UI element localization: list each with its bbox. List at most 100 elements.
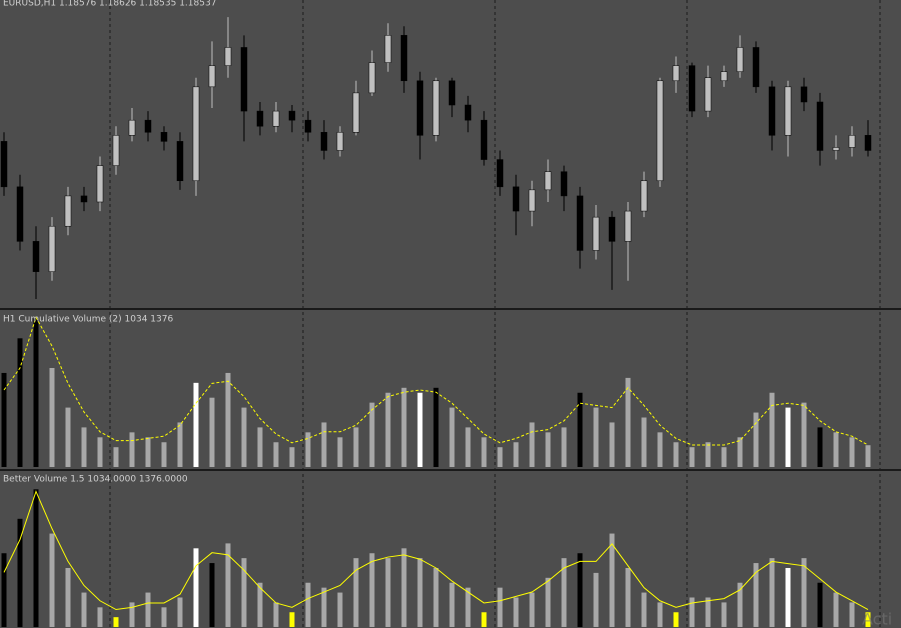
candle-body <box>144 119 152 133</box>
volume-bar <box>289 447 295 467</box>
volume-bar <box>1 553 7 627</box>
candle-body <box>768 86 776 136</box>
volume-bar <box>17 518 23 627</box>
candle-body <box>48 225 56 272</box>
candle-body <box>432 80 440 136</box>
candle-body <box>640 180 648 212</box>
volume-bar <box>193 382 199 467</box>
volume-bar <box>785 567 791 627</box>
volume-bar <box>673 612 679 627</box>
volume-bar <box>657 432 663 467</box>
volume-bar <box>721 447 727 467</box>
candle-body <box>448 80 456 106</box>
volume-bar <box>273 442 279 467</box>
volume-bar <box>529 422 535 467</box>
volume-bar <box>769 558 775 627</box>
volume-bar <box>241 558 247 627</box>
candle-body <box>240 47 248 112</box>
volume-bar <box>449 407 455 467</box>
volume-bar <box>433 567 439 627</box>
volume-bar <box>177 597 183 627</box>
volume-bar <box>1 372 7 467</box>
candle-body <box>576 195 584 251</box>
volume-bar <box>113 447 119 467</box>
volume-bar <box>33 318 39 467</box>
volume-bar <box>385 558 391 627</box>
volume-bar <box>689 597 695 627</box>
volume-bar <box>465 587 471 627</box>
volume-bar <box>417 392 423 467</box>
volume-bar <box>113 617 119 627</box>
volume-bar <box>337 592 343 627</box>
volume-bar <box>625 567 631 627</box>
candle-body <box>112 135 120 166</box>
volume-bar <box>561 427 567 467</box>
volume-bar <box>129 602 135 627</box>
volume-bar <box>865 612 871 627</box>
candle-body <box>368 62 376 94</box>
volume-bar <box>49 533 55 627</box>
volume-bar <box>321 587 327 627</box>
volume-bar <box>65 567 71 627</box>
candle-body <box>528 189 536 212</box>
volume-bar <box>481 437 487 467</box>
volume-bar <box>641 592 647 627</box>
volume-bar <box>209 563 215 627</box>
panel-title: EURUSD,H1 1.18576 1.18626 1.18535 1.1853… <box>3 0 216 9</box>
volume-bar <box>81 592 87 627</box>
candle-body <box>480 119 488 160</box>
volume-bar <box>513 442 519 467</box>
candle-body <box>496 159 504 188</box>
candle-body <box>624 210 632 242</box>
candle-body <box>400 35 408 82</box>
candle-body <box>720 71 728 82</box>
candle-body <box>352 92 360 133</box>
volume-bar <box>465 427 471 467</box>
volume-bar <box>849 437 855 467</box>
volume-bar <box>97 437 103 467</box>
volume-bar <box>737 437 743 467</box>
volume-bar <box>369 402 375 467</box>
candle-body <box>128 119 136 136</box>
volume-bar <box>705 597 711 627</box>
volume-bar <box>161 607 167 627</box>
volume-bar <box>593 572 599 627</box>
volume-bar <box>369 553 375 627</box>
candle-body <box>64 195 72 227</box>
volume-bar <box>433 387 439 467</box>
candle-body <box>608 216 616 242</box>
volume-bar <box>81 427 87 467</box>
candle-body <box>864 135 872 151</box>
volume-bar <box>737 582 743 627</box>
volume-average-line <box>3 316 869 446</box>
volume-bar <box>145 592 151 627</box>
volume-bar <box>97 607 103 627</box>
volume-bar <box>609 533 615 627</box>
candle-body <box>752 47 760 88</box>
candle-body <box>512 186 520 212</box>
volume-bar <box>417 558 423 627</box>
volume-bar <box>129 432 135 467</box>
volume-bar <box>545 577 551 627</box>
candle-body <box>384 35 392 63</box>
candle-body <box>704 77 712 112</box>
volume-bar <box>801 402 807 467</box>
panel-title: Better Volume 1.5 1034.0000 1376.0000 <box>3 475 188 485</box>
volume-bar <box>657 602 663 627</box>
volume-bar <box>641 417 647 467</box>
volume-bar <box>353 558 359 627</box>
candle-body <box>80 195 88 203</box>
candle-body <box>288 110 296 121</box>
volume-bar <box>65 407 71 467</box>
candle-body <box>304 119 312 133</box>
volume-bar <box>545 432 551 467</box>
candle-body <box>160 132 168 142</box>
volume-bar <box>337 437 343 467</box>
candle-body <box>16 186 24 242</box>
volume-bar <box>833 592 839 627</box>
volume-bar <box>385 392 391 467</box>
candle-body <box>832 147 840 151</box>
volume-bar <box>865 445 871 467</box>
